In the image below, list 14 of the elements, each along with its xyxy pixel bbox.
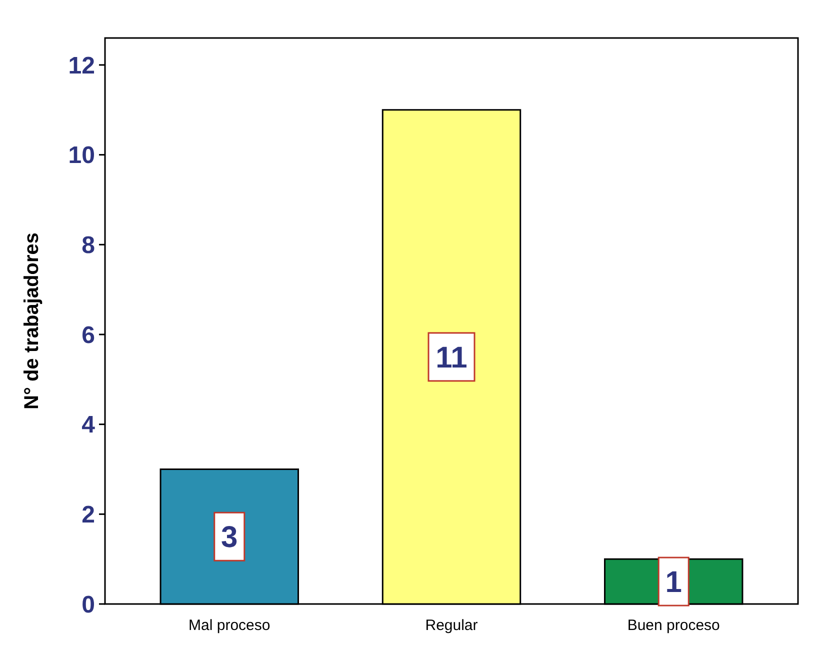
y-tick-label: 2 xyxy=(82,502,95,529)
y-tick-label: 8 xyxy=(82,232,95,260)
x-tick-label: Buen proceso xyxy=(627,617,720,634)
y-tick-label: 4 xyxy=(82,412,96,439)
data-label: 3 xyxy=(221,521,238,554)
y-tick-label: 12 xyxy=(68,52,95,80)
y-tick-label: 6 xyxy=(82,322,95,349)
y-axis-title: N° de trabajadores xyxy=(21,232,43,410)
y-tick-label: 10 xyxy=(68,142,95,170)
data-label: 1 xyxy=(665,566,682,600)
x-tick-label: Mal proceso xyxy=(188,617,270,634)
x-tick-label: Regular xyxy=(425,617,478,634)
y-tick-label: 0 xyxy=(82,591,95,618)
data-label: 11 xyxy=(436,341,468,374)
